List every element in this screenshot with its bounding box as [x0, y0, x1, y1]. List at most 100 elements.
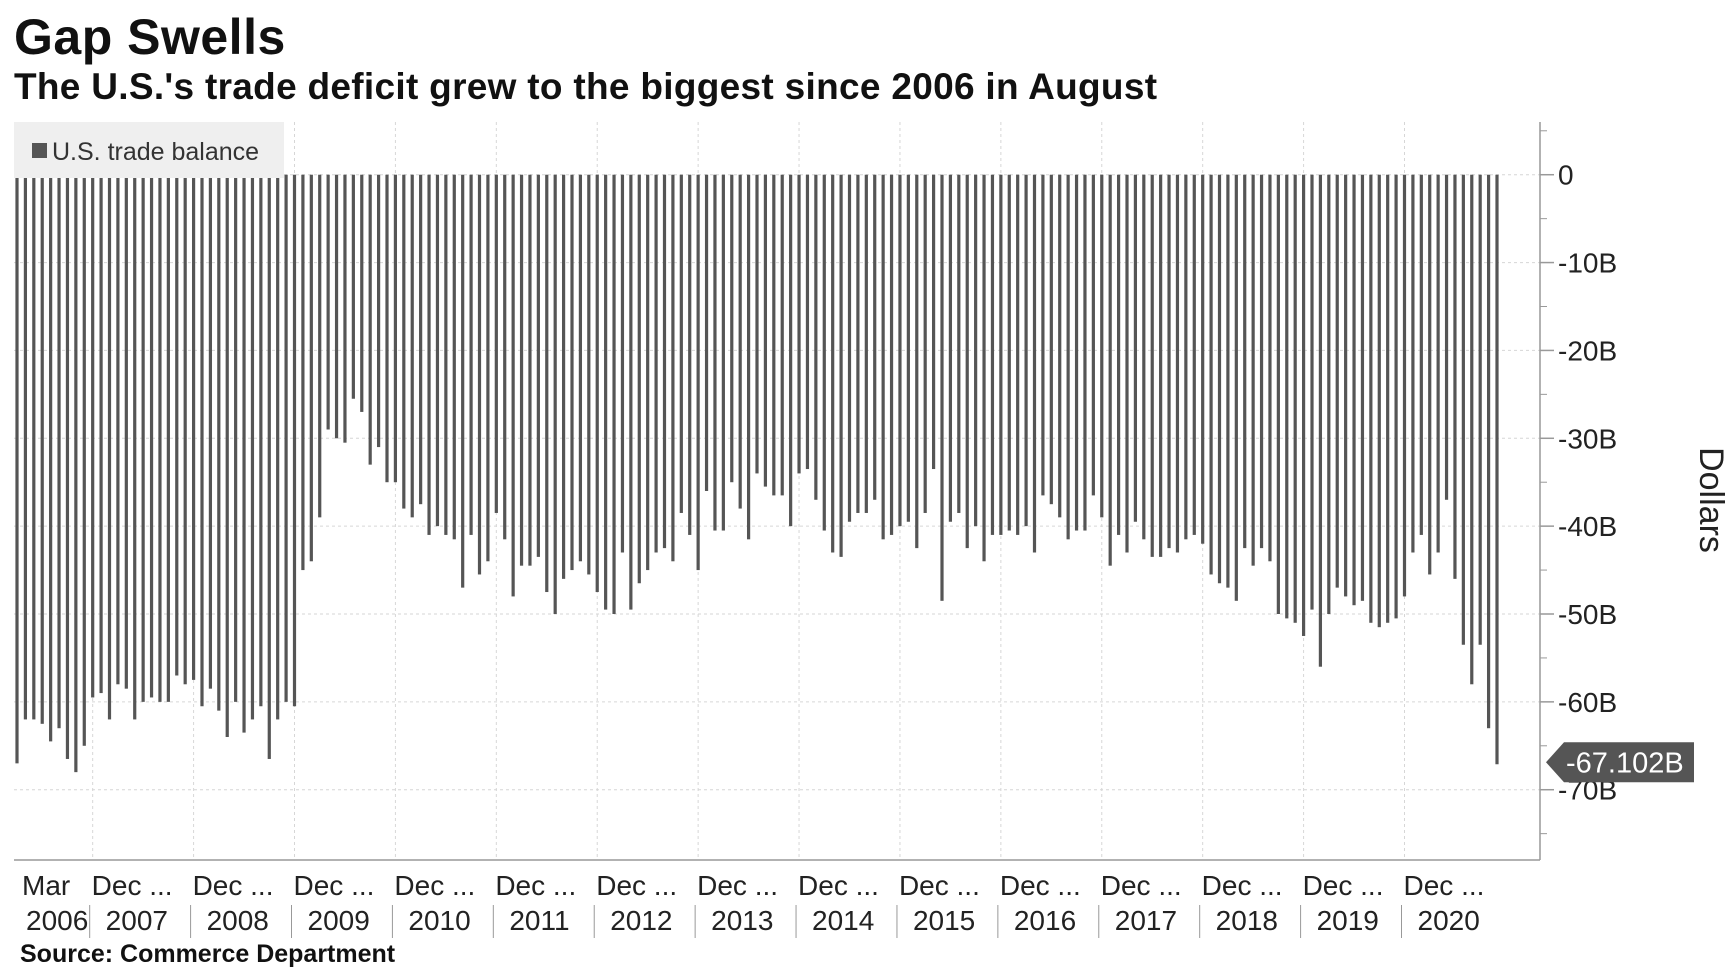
bar — [217, 174, 221, 711]
bar — [351, 174, 355, 399]
legend: U.S. trade balance — [14, 122, 284, 178]
x-tick-label-top: Dec ... — [294, 870, 375, 901]
bar — [15, 174, 19, 764]
bar — [889, 174, 894, 535]
bar — [730, 174, 734, 483]
bar — [1251, 174, 1255, 566]
bar — [671, 174, 675, 562]
bar — [1436, 174, 1440, 553]
bar — [1461, 174, 1465, 645]
bar — [326, 174, 330, 430]
bar — [1066, 174, 1070, 540]
x-tick-label-bottom: 2018 — [1216, 905, 1278, 936]
x-tick-label-bottom: 2019 — [1317, 905, 1379, 936]
bar — [1150, 174, 1154, 557]
bars — [15, 174, 1499, 773]
legend-swatch — [32, 143, 47, 158]
bar — [755, 174, 759, 474]
bar — [49, 174, 53, 742]
x-tick-label-bottom: 2009 — [308, 905, 370, 936]
bar — [990, 174, 995, 535]
bar — [612, 174, 616, 614]
x-tick-label-bottom: 2017 — [1115, 905, 1177, 936]
x-tick-label-top: Dec ... — [596, 870, 677, 901]
bar — [191, 174, 196, 680]
bar — [1259, 174, 1264, 549]
bar — [1041, 174, 1045, 496]
bar — [1335, 174, 1339, 588]
y-tick-label: -30B — [1558, 423, 1617, 454]
bar — [444, 174, 448, 535]
bar — [805, 174, 810, 470]
bar — [511, 174, 515, 597]
bar — [116, 174, 120, 685]
bar — [545, 174, 549, 593]
y-tick-label: -40B — [1558, 511, 1617, 542]
bar — [780, 174, 784, 496]
x-tick-label-bottom: 2015 — [913, 905, 975, 936]
bar — [368, 174, 372, 465]
bar — [1268, 174, 1272, 562]
x-tick-label-top: Dec ... — [1101, 870, 1182, 901]
bar — [183, 174, 187, 685]
bar — [469, 174, 473, 535]
bar — [1159, 174, 1163, 557]
bar — [82, 174, 86, 746]
bar — [1234, 174, 1238, 601]
x-tick-label-bottom: 2010 — [408, 905, 470, 936]
bar — [999, 174, 1003, 535]
bar — [528, 174, 532, 566]
bar — [57, 174, 61, 729]
bar — [1016, 174, 1020, 535]
bar — [486, 174, 490, 562]
x-tick-label-bottom: 2016 — [1014, 905, 1076, 936]
bar — [822, 174, 826, 531]
bar — [814, 174, 818, 500]
bar — [1201, 174, 1205, 544]
bar — [435, 174, 440, 527]
bar — [763, 174, 768, 487]
bar — [746, 174, 751, 540]
bar — [427, 174, 431, 535]
bar — [1100, 174, 1104, 518]
bar — [1007, 174, 1011, 531]
bar — [1133, 174, 1138, 522]
bar — [301, 174, 305, 571]
bar — [1293, 174, 1297, 623]
bar — [242, 174, 246, 733]
bar — [1301, 174, 1306, 636]
bar — [284, 174, 288, 702]
bar — [65, 174, 70, 759]
bar — [931, 174, 936, 470]
bar — [1226, 174, 1230, 588]
bar — [519, 174, 524, 566]
last-value-label: -67.102B — [1566, 747, 1684, 779]
bar — [704, 174, 709, 491]
y-tick-label: -20B — [1558, 335, 1617, 366]
source-note: Source: Commerce Department — [20, 940, 396, 968]
bar — [974, 174, 978, 527]
bar — [175, 174, 179, 676]
x-tick-label-bottom: 2012 — [610, 905, 672, 936]
bar — [1116, 174, 1121, 535]
bar — [1024, 174, 1028, 527]
bar — [393, 174, 398, 483]
bar — [1386, 174, 1390, 623]
x-tick-label-bottom: 2020 — [1418, 905, 1480, 936]
bar — [124, 174, 128, 689]
bar — [1209, 174, 1213, 575]
x-tick-label-bottom: 2011 — [509, 905, 569, 936]
bar — [494, 174, 498, 513]
x-tick-label-top: Dec ... — [1000, 870, 1081, 901]
chart-title: Gap Swells — [14, 9, 286, 65]
bar — [1327, 174, 1331, 614]
bar — [1276, 174, 1280, 614]
bar — [149, 174, 154, 698]
legend-background — [14, 122, 284, 178]
bar — [1184, 174, 1188, 540]
bar — [1360, 174, 1365, 601]
bar — [40, 174, 44, 724]
x-tick-label-top: Dec ... — [394, 870, 475, 901]
bar — [410, 174, 414, 518]
